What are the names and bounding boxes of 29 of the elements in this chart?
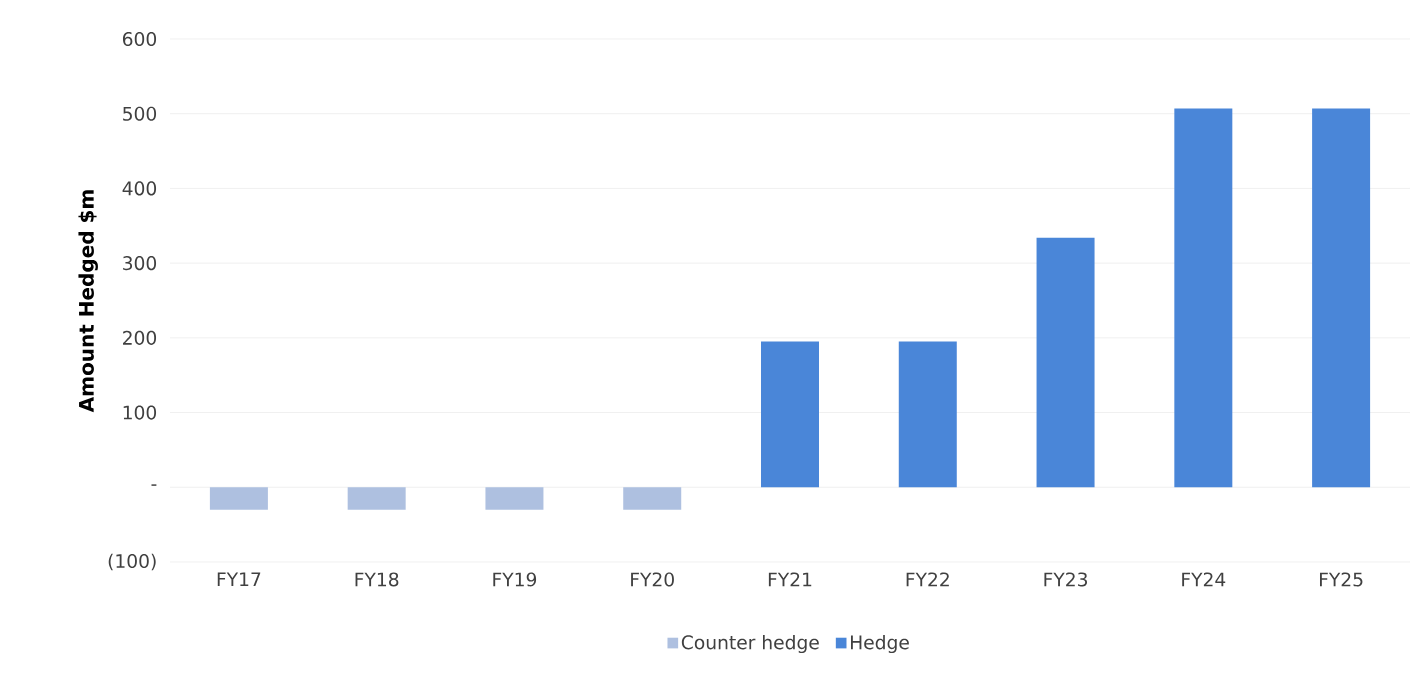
- bar: [623, 487, 682, 510]
- x-tick-label: FY20: [631, 572, 674, 587]
- y-tick-label: 500: [123, 106, 157, 121]
- legend-label: Hedge: [851, 634, 909, 654]
- y-tick-label: 200: [123, 330, 157, 345]
- legend-label: Counter hedge: [681, 634, 819, 654]
- y-tick-label: 600: [122, 31, 157, 47]
- x-tick-label: FY17: [217, 572, 261, 586]
- y-tick-label: 300: [123, 256, 157, 271]
- bar: [209, 487, 268, 510]
- y-tick-label: 400: [122, 181, 157, 196]
- x-tick-label: FY18: [355, 572, 399, 587]
- bar: [485, 487, 544, 510]
- bar: [1174, 108, 1233, 488]
- x-tick-label: FY19: [493, 572, 537, 587]
- y-tick-label: 100: [123, 405, 157, 420]
- bar: [1312, 108, 1371, 488]
- y-tick-label: -: [151, 484, 157, 486]
- x-tick-label: FY23: [1044, 572, 1088, 587]
- bar: [761, 341, 819, 488]
- bar: [1036, 237, 1095, 488]
- y-tick-label: (100): [108, 553, 156, 571]
- x-tick-label: FY25: [1320, 572, 1363, 587]
- bar: [347, 487, 406, 510]
- bar: [898, 341, 957, 488]
- x-tick-label: FY24: [1182, 572, 1226, 587]
- y-axis-title: Amount Hedged $m: [78, 190, 98, 413]
- x-tick-label: FY21: [768, 572, 812, 587]
- x-tick-label: FY22: [906, 572, 949, 587]
